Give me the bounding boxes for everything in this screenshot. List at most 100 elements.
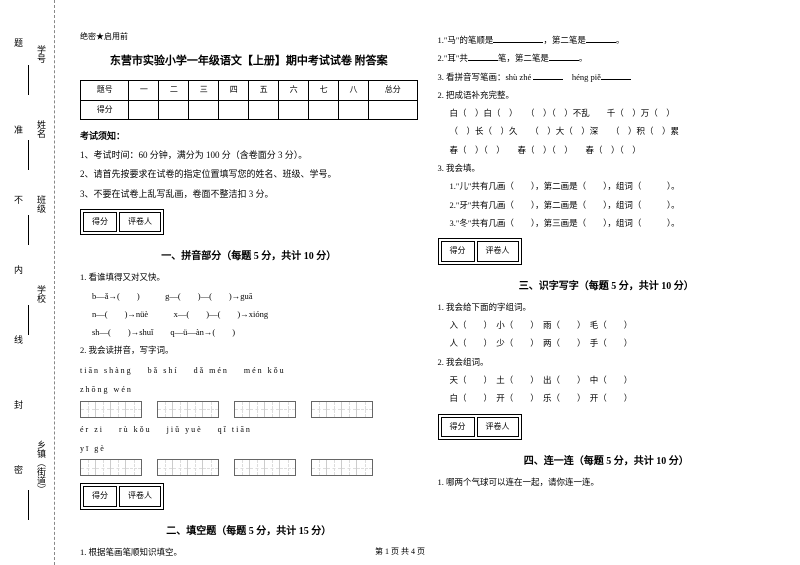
sidebar-line: [28, 65, 29, 95]
score-cell: [219, 100, 249, 119]
score-header: 三: [189, 81, 219, 100]
notice-item: 2、请首先按要求在试卷的指定位置填写您的姓名、班级、学号。: [80, 166, 418, 182]
page-footer: 第 1 页 共 4 页: [0, 546, 800, 557]
char-grid-row: [80, 401, 418, 418]
scorer-box: 得分 评卷人: [438, 414, 522, 440]
seal-mark: 内: [12, 265, 25, 274]
seal-mark: 封: [12, 400, 25, 409]
pinyin-label: mén kǒu: [244, 364, 286, 378]
score-cell: [249, 100, 279, 119]
pinyin-label: jiǔ yuè: [167, 423, 203, 437]
scorer-label: 评卷人: [119, 212, 161, 232]
score-header: 八: [339, 81, 369, 100]
scorer-label: 评卷人: [477, 417, 519, 437]
score-header: 题号: [81, 81, 129, 100]
question-line: sh—( )→shuǐ q—ü—àn→( ): [80, 325, 418, 340]
sidebar-line: [28, 305, 29, 335]
score-cell: [279, 100, 309, 119]
question: 3. 我会填。: [438, 161, 776, 176]
score-cell: [369, 100, 417, 119]
section-title: 四、连一连（每题 5 分，共计 10 分）: [438, 453, 776, 471]
score-cell: [129, 100, 159, 119]
word-line: 白（ ） 开（ ） 乐（ ） 开（ ）: [438, 391, 776, 406]
question-line: 2."耳"共笔，第二笔是。: [438, 51, 776, 66]
question-line: n—( )→nüè x—( )—( )→xióng: [80, 307, 418, 322]
idiom-line: （ ）长（ ）久 （ ）大（ ）深 （ ）积（ ）累: [438, 124, 776, 139]
sidebar-line: [28, 490, 29, 520]
seal-mark: 题: [12, 38, 25, 47]
score-cell: 得分: [81, 100, 129, 119]
question-line: b—ǎ→( ) g—( )—( )→guā: [80, 289, 418, 304]
word-line: 人（ ） 少（ ） 两（ ） 手（ ）: [438, 336, 776, 351]
score-header: 总分: [369, 81, 417, 100]
seal-mark: 准: [12, 125, 25, 134]
scorer-label: 评卷人: [477, 241, 519, 261]
pinyin-label: qǐ tiān: [218, 423, 252, 437]
sidebar-label: 乡镇（街道）: [35, 440, 48, 494]
exam-title: 东营市实验小学一年级语文【上册】期中考试试卷 附答案: [80, 52, 418, 72]
seal-mark: 线: [12, 335, 25, 344]
notice-item: 1、考试时间：60 分钟，满分为 100 分（含卷面分 3 分）。: [80, 147, 418, 163]
word-line: 天（ ） 土（ ） 出（ ） 中（ ）: [438, 373, 776, 388]
pinyin-label: yī gè: [80, 442, 418, 456]
fill-line: 2."牙"共有几画（ ），第二画是（ ），组词（ ）。: [438, 198, 776, 213]
scorer-label: 得分: [83, 212, 117, 232]
pinyin-label: zhōng wén: [80, 383, 418, 397]
question: 1. 哪两个气球可以连在一起，请你连一连。: [438, 475, 776, 490]
sidebar-line: [28, 140, 29, 170]
scorer-box: 得分 评卷人: [80, 483, 164, 509]
fill-line: 3."冬"共有几画（ ），第三画是（ ），组词（ ）。: [438, 216, 776, 231]
exam-page: 学号 姓名 班级 学校 乡镇（街道） 题 准 不 内 线 封 密 绝密★启用前 …: [0, 0, 800, 565]
score-header: 四: [219, 81, 249, 100]
fill-line: 1."儿"共有几画（ ），第二画是（ ），组词（ ）。: [438, 179, 776, 194]
question: 2. 我会组词。: [438, 355, 776, 370]
scorer-box: 得分 评卷人: [80, 209, 164, 235]
seal-mark: 密: [12, 465, 25, 474]
pinyin-label: dǎ mén: [194, 364, 229, 378]
pinyin-label: rù kǒu: [119, 423, 152, 437]
score-table: 题号一二三四五六七八总分 得分: [80, 80, 418, 120]
content-area: 绝密★启用前 东营市实验小学一年级语文【上册】期中考试试卷 附答案 题号一二三四…: [55, 0, 800, 565]
pinyin-label: tiān shàng: [80, 364, 133, 378]
question-line: 3. 看拼音写笔画：shù zhé héng piě: [438, 70, 776, 85]
score-header: 七: [309, 81, 339, 100]
sidebar-label: 班级: [35, 195, 48, 213]
score-cell: [189, 100, 219, 119]
question: 1. 我会给下面的字组词。: [438, 300, 776, 315]
question-line: 1."马"的笔顺是，第二笔是。: [438, 33, 776, 48]
section-title: 一、拼音部分（每题 5 分，共计 10 分）: [80, 248, 418, 266]
binding-sidebar: 学号 姓名 班级 学校 乡镇（街道） 题 准 不 内 线 封 密: [0, 0, 55, 565]
idiom-line: 白（ ）白（ ） （ ）（ ）不乱 千（ ）万（ ）: [438, 106, 776, 121]
scorer-label: 得分: [441, 417, 475, 437]
seal-mark: 不: [12, 195, 25, 204]
sidebar-label: 学校: [35, 285, 48, 303]
score-cell: [309, 100, 339, 119]
pinyin-label: ér zi: [80, 423, 104, 437]
scorer-box: 得分 评卷人: [438, 238, 522, 264]
score-header: 六: [279, 81, 309, 100]
idiom-line: 春（ ）（ ） 春（ ）（ ） 春（ ）（ ）: [438, 143, 776, 158]
score-header: 一: [129, 81, 159, 100]
pinyin-label: bǎ shí: [148, 364, 179, 378]
sidebar-line: [28, 215, 29, 245]
scorer-label: 得分: [83, 486, 117, 506]
score-header: 五: [249, 81, 279, 100]
sidebar-label: 姓名: [35, 120, 48, 138]
scorer-label: 得分: [441, 241, 475, 261]
score-cell: [339, 100, 369, 119]
char-grid-row: [80, 459, 418, 476]
question: 2. 把成语补充完整。: [438, 88, 776, 103]
left-column: 绝密★启用前 东营市实验小学一年级语文【上册】期中考试试卷 附答案 题号一二三四…: [70, 30, 428, 550]
section-title: 三、识字写字（每题 5 分，共计 10 分）: [438, 278, 776, 296]
word-line: 入（ ） 小（ ） 雨（ ） 毛（ ）: [438, 318, 776, 333]
score-cell: [159, 100, 189, 119]
score-header: 二: [159, 81, 189, 100]
notice-heading: 考试须知：: [80, 128, 418, 144]
sidebar-label: 学号: [35, 45, 48, 63]
question: 1. 看谁填得又对又快。: [80, 270, 418, 285]
scorer-label: 评卷人: [119, 486, 161, 506]
question: 2. 我会读拼音，写字词。: [80, 343, 418, 358]
notice-item: 3、不要在试卷上乱写乱画，卷面不整洁扣 3 分。: [80, 186, 418, 202]
section-title: 二、填空题（每题 5 分，共计 15 分）: [80, 523, 418, 541]
right-column: 1."马"的笔顺是，第二笔是。 2."耳"共笔，第二笔是。 3. 看拼音写笔画：…: [428, 30, 786, 550]
